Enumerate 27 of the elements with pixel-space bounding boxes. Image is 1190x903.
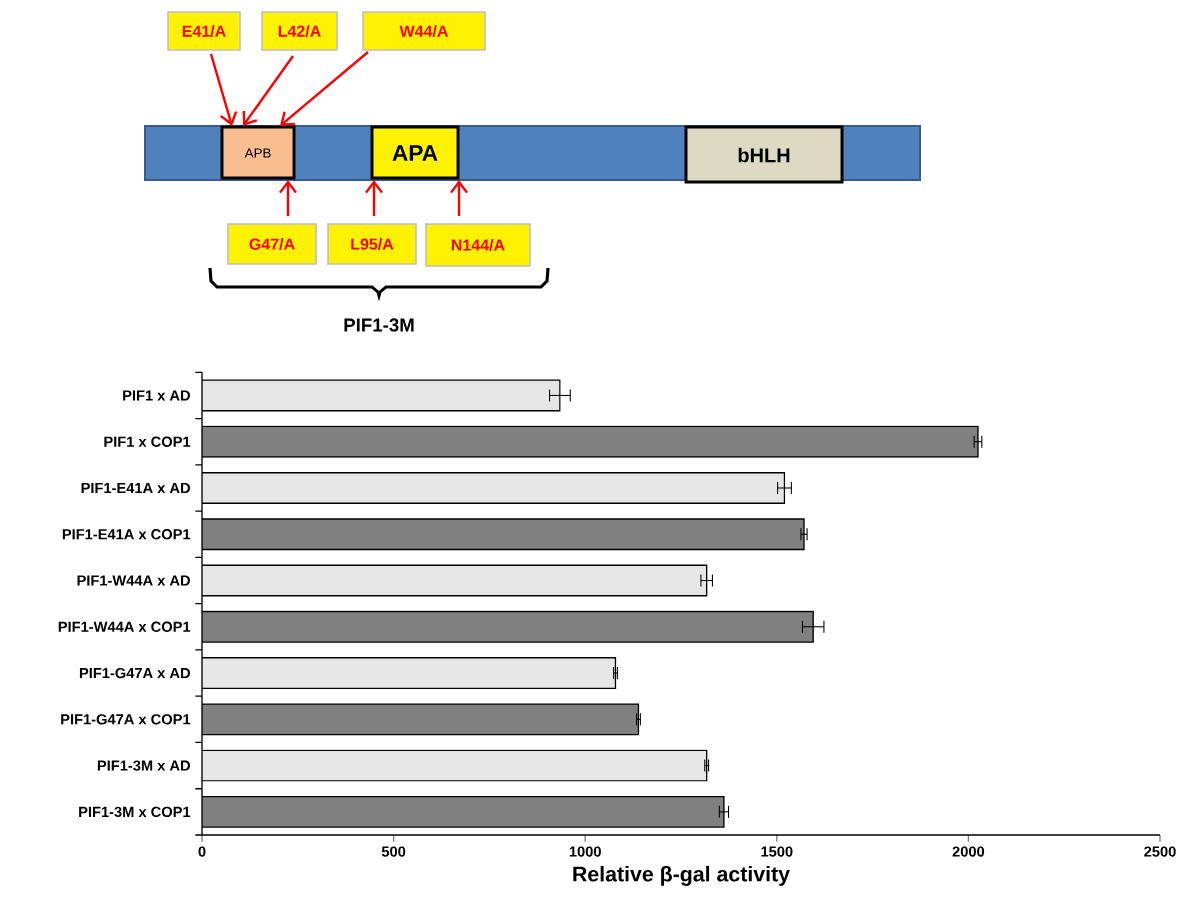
y-tick-label: PIF1-E41A x AD <box>81 482 190 494</box>
text: E41/A <box>182 25 226 37</box>
y-tick-label: PIF1-3M x AD <box>97 760 190 771</box>
y-tick-label: PIF1-G47A x COP1 <box>61 714 191 725</box>
text: W44/A <box>399 25 449 37</box>
x-tick-label: 2000 <box>952 846 985 857</box>
y-tick-label: PIF1-3M x COP1 <box>79 806 191 818</box>
x-tick-label: 0 <box>198 846 206 857</box>
text: bHLH <box>738 147 790 163</box>
y-tick-label: PIF1-E41A x COP1 <box>62 529 191 540</box>
y-tick-label: PIF1 x AD <box>123 390 190 401</box>
y-tick-label: PIF1 x COP1 <box>104 436 191 447</box>
x-axis-title: Relative β-gal activity <box>573 865 790 886</box>
text: L42/A <box>278 25 321 37</box>
x-tick-label: 2500 <box>1144 846 1176 857</box>
text: N144/A <box>451 239 505 251</box>
x-tick-label: 500 <box>381 846 406 857</box>
text: PIF1-3M <box>344 318 414 332</box>
x-tick-label: 1000 <box>569 846 601 857</box>
text: APB <box>244 148 271 158</box>
text: G47/A <box>249 238 295 250</box>
text: APA <box>392 145 438 161</box>
y-tick-label: PIF1-G47A x AD <box>79 667 190 679</box>
text: L95/A <box>351 238 394 250</box>
y-tick-label: PIF1-W44A x AD <box>77 575 190 586</box>
y-tick-label: PIF1-W44A x COP1 <box>58 621 191 632</box>
x-tick-label: 1500 <box>761 846 793 857</box>
